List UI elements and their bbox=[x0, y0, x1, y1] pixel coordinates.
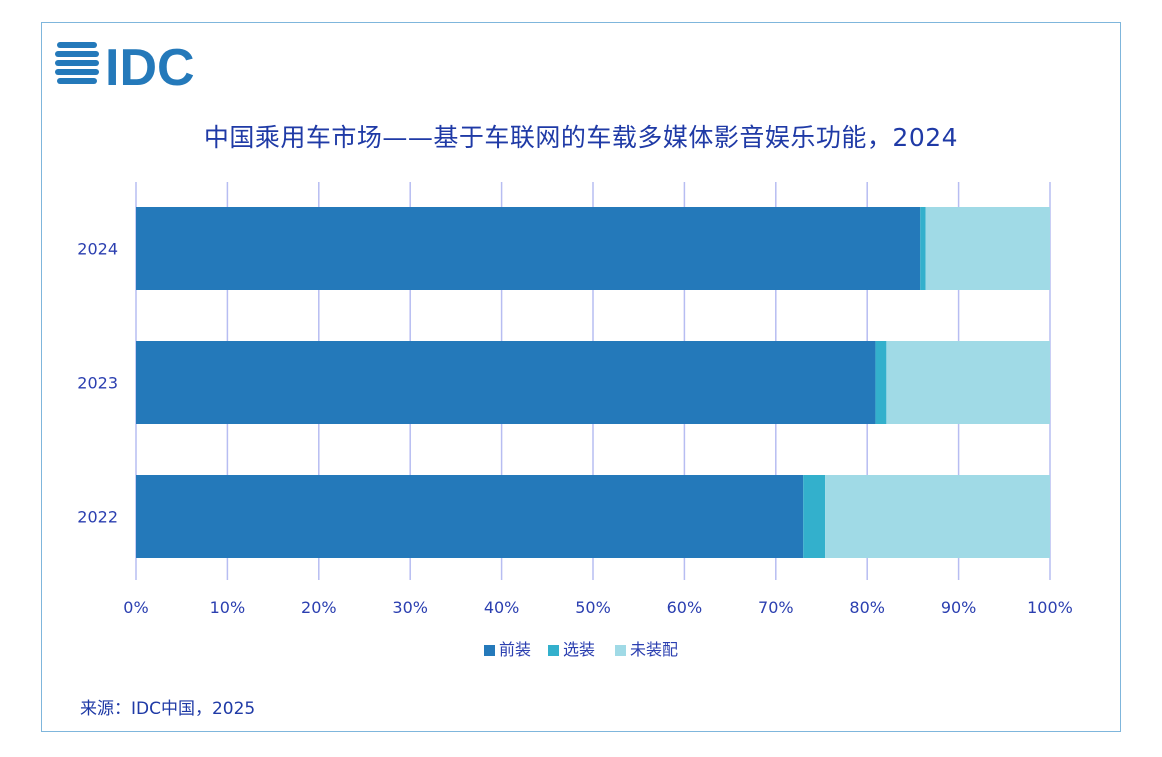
bar-segment bbox=[920, 207, 926, 290]
y-category-label: 2022 bbox=[77, 508, 118, 527]
x-tick-label: 80% bbox=[849, 598, 885, 617]
y-category-label: 2023 bbox=[77, 374, 118, 393]
idc-logo: IDC bbox=[55, 39, 195, 94]
legend-label: 未装配 bbox=[630, 640, 678, 659]
x-tick-label: 20% bbox=[301, 598, 337, 617]
x-tick-label: 50% bbox=[575, 598, 611, 617]
x-tick-label: 40% bbox=[484, 598, 520, 617]
x-tick-label: 10% bbox=[210, 598, 246, 617]
bar-segment bbox=[136, 475, 804, 558]
x-tick-label: 100% bbox=[1027, 598, 1073, 617]
legend-swatch bbox=[548, 645, 559, 656]
x-tick-label: 70% bbox=[758, 598, 794, 617]
bar-segment bbox=[886, 341, 1050, 424]
x-tick-label: 30% bbox=[392, 598, 428, 617]
source-note: 来源：IDC中国，2025 bbox=[80, 699, 256, 719]
idc-logo-globe bbox=[55, 42, 99, 84]
bar-segment bbox=[803, 475, 826, 558]
legend-swatch bbox=[484, 645, 495, 656]
legend-swatch bbox=[615, 645, 626, 656]
chart-title: 中国乘用车市场——基于车联网的车载多媒体影音娱乐功能，2024 bbox=[203, 123, 959, 152]
bar-segment bbox=[825, 475, 1050, 558]
bar-segment bbox=[136, 341, 876, 424]
x-tick-label: 0% bbox=[123, 598, 148, 617]
y-category-label: 2024 bbox=[77, 240, 118, 259]
bar-segment bbox=[875, 341, 887, 424]
bar-segment bbox=[136, 207, 921, 290]
idc-logo-text: IDC bbox=[105, 39, 195, 94]
legend-label: 前装 bbox=[499, 640, 531, 659]
x-tick-label: 90% bbox=[941, 598, 977, 617]
x-tick-label: 60% bbox=[667, 598, 703, 617]
legend-label: 选装 bbox=[563, 640, 595, 659]
bar-segment bbox=[925, 207, 1050, 290]
